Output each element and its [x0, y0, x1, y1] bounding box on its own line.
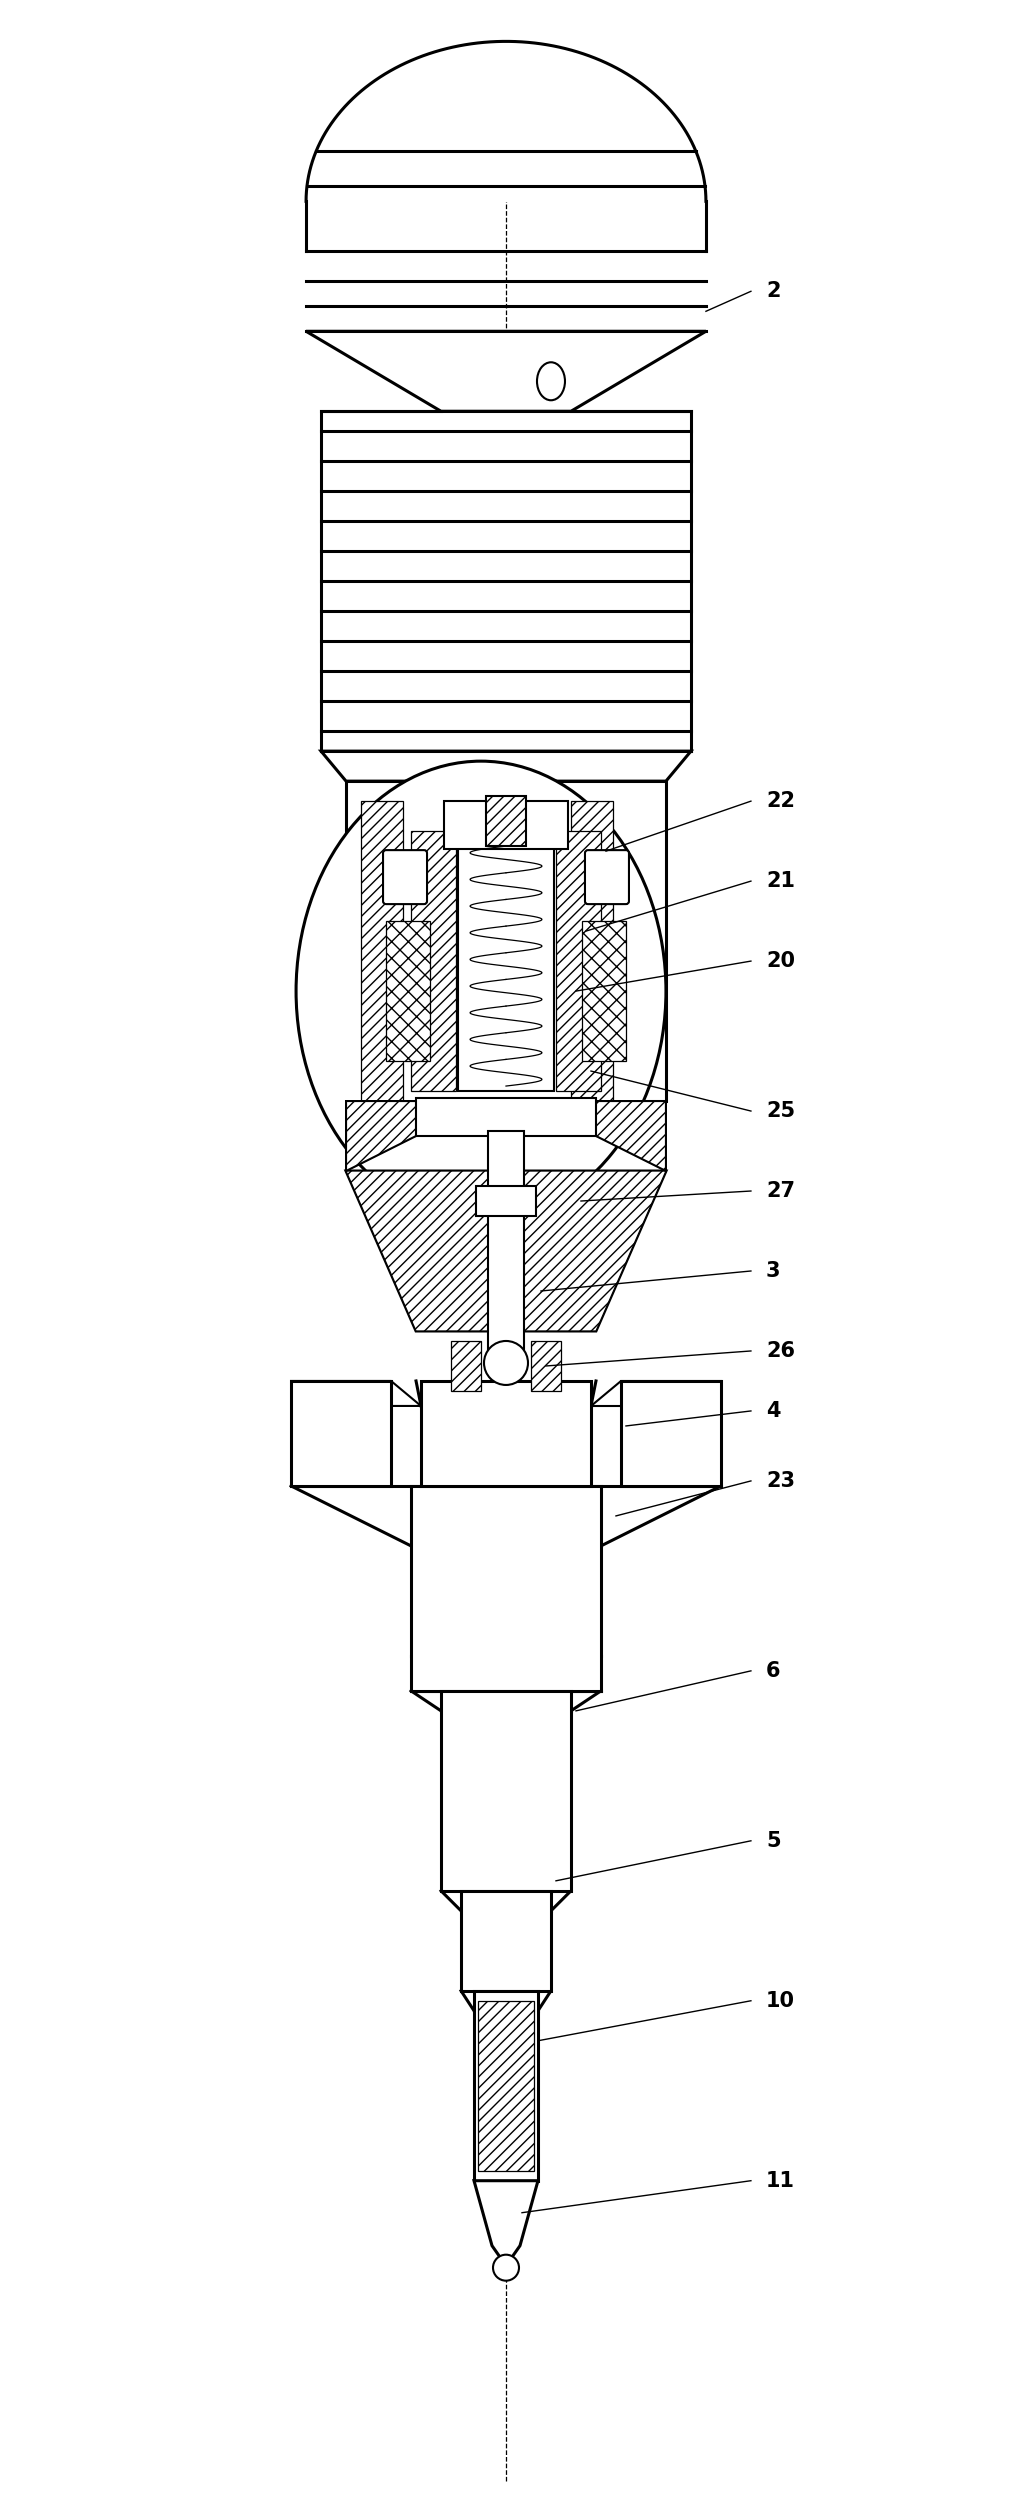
Bar [320, 410, 691, 751]
Polygon shape [590, 1381, 720, 1406]
Bar [477, 2002, 534, 2172]
Bar [461, 1892, 550, 1992]
Text: 11: 11 [765, 2172, 794, 2192]
FancyBboxPatch shape [382, 851, 427, 903]
Polygon shape [595, 1101, 665, 1171]
Polygon shape [473, 2182, 538, 2267]
Text: 25: 25 [765, 1101, 795, 1121]
Bar [487, 1131, 524, 1351]
Bar [346, 781, 665, 1101]
Bar [444, 801, 567, 848]
Text: 3: 3 [765, 1261, 779, 1281]
Bar [531, 1341, 560, 1391]
Bar [441, 1691, 570, 1892]
Bar [473, 1992, 538, 2182]
Bar [421, 1381, 590, 1486]
Polygon shape [305, 43, 706, 200]
Text: 20: 20 [765, 951, 794, 971]
Bar [451, 1341, 480, 1391]
Bar [581, 921, 626, 1061]
Bar [416, 1098, 595, 1136]
Bar [458, 841, 553, 1091]
Bar [410, 1486, 601, 1691]
Bar [385, 921, 430, 1061]
Bar [621, 1381, 720, 1486]
Text: 26: 26 [765, 1341, 794, 1361]
Text: 10: 10 [765, 1992, 794, 2012]
Polygon shape [346, 1171, 665, 1331]
Bar [485, 796, 526, 846]
Ellipse shape [296, 761, 665, 1221]
Bar [555, 831, 601, 1091]
Bar [570, 801, 613, 1101]
Text: 22: 22 [765, 791, 794, 811]
Bar [361, 801, 402, 1101]
Text: 21: 21 [765, 871, 794, 891]
Polygon shape [305, 330, 706, 410]
Circle shape [483, 1341, 528, 1386]
Text: 4: 4 [765, 1401, 779, 1421]
Bar [410, 831, 456, 1091]
Circle shape [492, 2254, 519, 2282]
Bar [291, 1381, 390, 1486]
Bar [475, 1186, 536, 1216]
Ellipse shape [537, 363, 564, 400]
Text: 27: 27 [765, 1181, 794, 1201]
Polygon shape [346, 1101, 416, 1171]
Text: 23: 23 [765, 1471, 794, 1491]
Text: 2: 2 [765, 280, 779, 300]
Polygon shape [346, 1171, 665, 1331]
Text: 5: 5 [765, 1831, 779, 1851]
FancyBboxPatch shape [584, 851, 629, 903]
Polygon shape [291, 1381, 421, 1406]
Polygon shape [320, 751, 691, 781]
Text: 6: 6 [765, 1661, 779, 1681]
